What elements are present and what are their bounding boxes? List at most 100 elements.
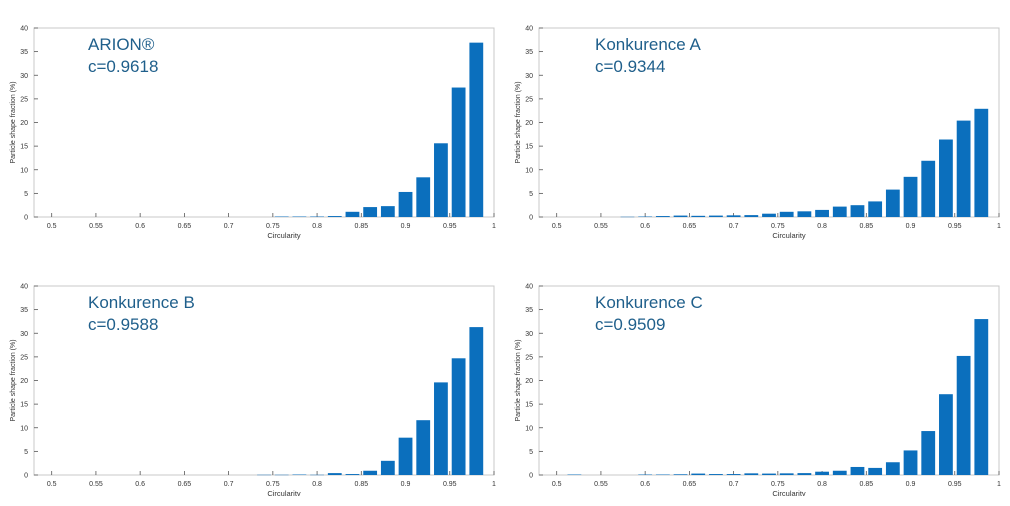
bar (328, 473, 342, 475)
y-tick-label: 35 (525, 49, 533, 56)
bar (416, 177, 430, 217)
y-tick-label: 40 (20, 26, 28, 33)
annotation-name: Konkurence B (88, 292, 195, 314)
y-tick-label: 15 (525, 144, 533, 151)
x-tick-label: 0.85 (354, 481, 368, 488)
y-axis-label: Particle shape fraction (%) (515, 339, 522, 421)
y-tick-label: 20 (525, 378, 533, 385)
bar (691, 216, 705, 217)
y-tick-label: 30 (20, 331, 28, 338)
annotation-circularity: c=0.9509 (595, 314, 703, 336)
x-tick-label: 0.95 (443, 223, 457, 230)
y-tick-label: 35 (20, 49, 28, 56)
bar (452, 358, 466, 475)
x-tick-label: 0.7 (224, 481, 234, 488)
y-tick-label: 20 (525, 120, 533, 127)
y-tick-label: 30 (525, 73, 533, 80)
annotation-circularity: c=0.9618 (88, 56, 158, 78)
y-tick-label: 35 (20, 307, 28, 314)
x-tick-label: 0.5 (47, 481, 57, 488)
x-tick-label: 0.55 (89, 223, 103, 230)
bar (346, 212, 360, 217)
x-axis-label: Circularity (267, 231, 301, 240)
x-tick-label: 0.65 (178, 481, 192, 488)
x-tick-label: 0.8 (817, 223, 827, 230)
bar (833, 471, 847, 475)
y-tick-label: 40 (525, 26, 533, 33)
x-tick-label: 0.6 (640, 223, 650, 230)
annotation-circularity: c=0.9588 (88, 314, 195, 336)
y-axis-label: Particle shape fraction (%) (10, 339, 17, 421)
annotation-name: ARION® (88, 34, 158, 56)
x-tick-label: 0.55 (89, 481, 103, 488)
y-axis-label: Particle shape fraction (%) (10, 81, 17, 163)
x-tick-label: 0.95 (948, 223, 962, 230)
y-tick-label: 15 (20, 402, 28, 409)
bar (833, 207, 847, 217)
y-tick-label: 5 (24, 191, 28, 198)
bar (797, 473, 811, 475)
x-tick-label: 0.95 (443, 481, 457, 488)
x-tick-label: 0.6 (135, 481, 145, 488)
y-tick-label: 0 (24, 473, 28, 480)
y-tick-label: 30 (525, 331, 533, 338)
bar (868, 468, 882, 475)
x-tick-label: 0.5 (47, 223, 57, 230)
y-tick-label: 20 (20, 378, 28, 385)
y-axis-label: Particle shape fraction (%) (515, 81, 522, 163)
bar (381, 461, 395, 475)
bar (363, 471, 377, 475)
x-tick-label: 0.55 (594, 223, 608, 230)
bar (974, 109, 988, 217)
bar (921, 431, 935, 475)
x-tick-label: 0.9 (906, 223, 916, 230)
bar (851, 467, 865, 475)
x-axis-label: Circularity (772, 231, 806, 240)
x-tick-label: 0.75 (266, 223, 280, 230)
x-tick-label: 0.8 (312, 481, 322, 488)
bar (957, 121, 971, 217)
x-tick-label: 0.6 (640, 481, 650, 488)
x-tick-label: 0.55 (594, 481, 608, 488)
bar (974, 319, 988, 475)
bar (469, 43, 483, 217)
bar (727, 215, 741, 217)
y-tick-label: 35 (525, 307, 533, 314)
chart-annotation: Konkurence C c=0.9509 (595, 292, 703, 336)
bar (727, 474, 741, 475)
chart-annotation: Konkurence B c=0.9588 (88, 292, 195, 336)
bar (469, 327, 483, 475)
y-tick-label: 15 (20, 144, 28, 151)
annotation-name: Konkurence C (595, 292, 703, 314)
annotation-circularity: c=0.9344 (595, 56, 701, 78)
bar (939, 394, 953, 475)
y-tick-label: 0 (529, 215, 533, 222)
x-axis-label: Circularity (267, 489, 301, 496)
y-tick-label: 30 (20, 73, 28, 80)
y-tick-label: 0 (24, 215, 28, 222)
x-tick-label: 0.8 (817, 481, 827, 488)
bar (399, 438, 413, 475)
x-tick-label: 1 (997, 481, 1001, 488)
y-tick-label: 25 (525, 354, 533, 361)
bar (691, 474, 705, 475)
bar (780, 212, 794, 217)
chart-annotation: Konkurence A c=0.9344 (595, 34, 701, 78)
x-tick-label: 0.7 (729, 481, 739, 488)
bar (744, 215, 758, 217)
bar (851, 205, 865, 217)
bar (904, 450, 918, 475)
bar (744, 473, 758, 475)
y-tick-label: 10 (20, 167, 28, 174)
bar (363, 207, 377, 217)
bar (762, 214, 776, 217)
x-tick-label: 0.75 (771, 481, 785, 488)
y-tick-label: 5 (529, 191, 533, 198)
x-tick-label: 0.65 (683, 481, 697, 488)
bar (780, 473, 794, 475)
bar (381, 206, 395, 217)
